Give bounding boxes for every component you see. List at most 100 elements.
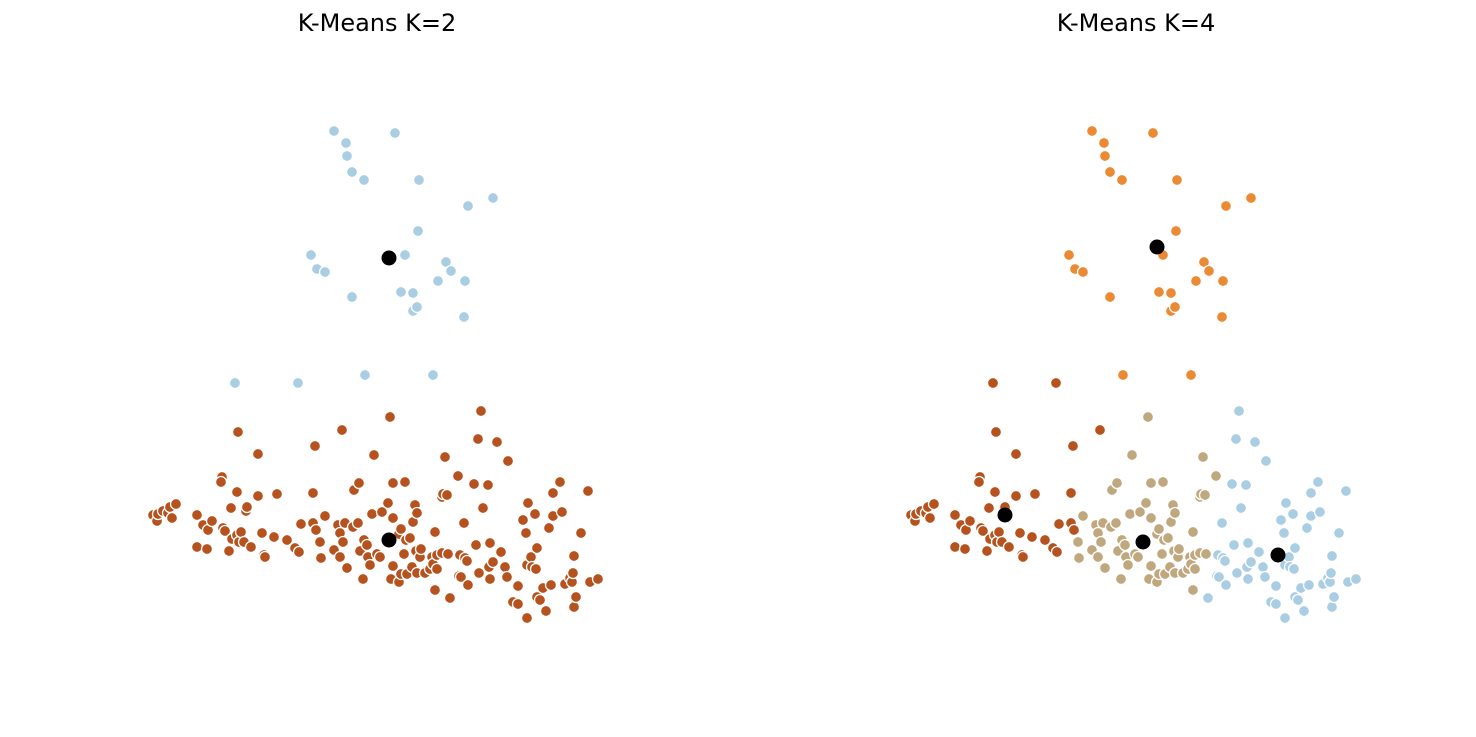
data-point [224, 501, 238, 515]
data-point [1038, 533, 1052, 547]
data-point [972, 475, 986, 489]
data-point [1252, 545, 1266, 559]
data-point [948, 540, 962, 554]
panel-title-k2: K-Means K=2 [298, 9, 457, 37]
data-point [982, 501, 996, 515]
data-point [431, 274, 445, 288]
data-point [1324, 566, 1338, 580]
data-point [1332, 526, 1346, 540]
data-point [270, 487, 284, 501]
data-point [451, 469, 465, 483]
data-point [280, 533, 294, 547]
centroid-marker [997, 507, 1013, 523]
data-point [218, 524, 232, 538]
data-point [1291, 593, 1305, 607]
data-point [457, 516, 471, 530]
data-point [992, 525, 1006, 539]
data-point [383, 410, 397, 424]
data-point [1028, 487, 1042, 501]
data-point [460, 554, 474, 568]
data-point [1009, 489, 1023, 503]
data-point [474, 404, 488, 418]
data-point [546, 486, 560, 500]
data-point [251, 489, 265, 503]
data-point [373, 550, 387, 564]
data-point [1339, 484, 1353, 498]
data-point [443, 591, 457, 605]
data-point [258, 550, 272, 564]
data-point [1103, 290, 1117, 304]
data-point [1052, 517, 1066, 531]
data-point [1098, 561, 1112, 575]
data-point [1232, 404, 1246, 418]
data-point [444, 264, 458, 278]
data-point [441, 547, 455, 561]
data-point [306, 486, 320, 500]
data-point [340, 149, 354, 163]
data-point [1156, 475, 1170, 489]
data-point [403, 531, 417, 545]
data-point [292, 545, 306, 559]
data-point [1215, 516, 1229, 530]
data-point [1121, 558, 1135, 572]
data-point [244, 540, 258, 554]
data-point [490, 435, 504, 449]
data-point [351, 516, 365, 530]
data-point [381, 496, 395, 510]
data-point [1302, 578, 1316, 592]
data-point [294, 517, 308, 531]
data-point [1349, 572, 1363, 586]
data-point [591, 572, 605, 586]
data-point [398, 475, 412, 489]
data-point [214, 475, 228, 489]
data-point [327, 124, 341, 138]
data-point [1202, 264, 1216, 278]
data-point [1110, 476, 1124, 490]
data-point [1123, 507, 1137, 521]
data-point [1218, 554, 1232, 568]
data-point [1071, 535, 1085, 549]
data-point [205, 514, 219, 528]
data-point [923, 511, 937, 525]
data-point [1064, 486, 1078, 500]
data-point [461, 578, 475, 592]
data-point [1009, 447, 1023, 461]
data-point [1093, 423, 1107, 437]
data-point [574, 526, 588, 540]
data-point [530, 541, 544, 555]
data-point [1072, 551, 1086, 565]
data-point [501, 454, 515, 468]
data-point [309, 523, 323, 537]
data-point [367, 448, 381, 462]
data-point [430, 562, 444, 576]
centroid-marker [381, 532, 397, 548]
data-point [498, 560, 512, 574]
data-point [345, 290, 359, 304]
data-point [1050, 545, 1064, 559]
data-point [1168, 506, 1182, 520]
centroid-marker [1270, 547, 1286, 563]
data-point [494, 545, 508, 559]
data-point [1198, 488, 1212, 502]
data-point [406, 286, 420, 300]
data-point [1131, 550, 1145, 564]
data-point [1311, 475, 1325, 489]
data-point [963, 514, 977, 528]
data-point [388, 126, 402, 140]
data-point [255, 526, 269, 540]
data-point [1279, 496, 1293, 510]
data-point [1172, 542, 1186, 556]
data-point [1225, 477, 1239, 491]
data-point [340, 561, 354, 575]
data-point [511, 597, 525, 611]
data-point [1215, 310, 1229, 324]
data-point [1168, 300, 1182, 314]
data-point [1066, 439, 1080, 453]
data-point [398, 248, 412, 262]
data-point [1209, 469, 1223, 483]
data-point [1327, 590, 1341, 604]
data-point [1300, 521, 1314, 535]
data-point [1116, 368, 1130, 382]
data-point [1286, 507, 1300, 521]
data-point [190, 508, 204, 522]
